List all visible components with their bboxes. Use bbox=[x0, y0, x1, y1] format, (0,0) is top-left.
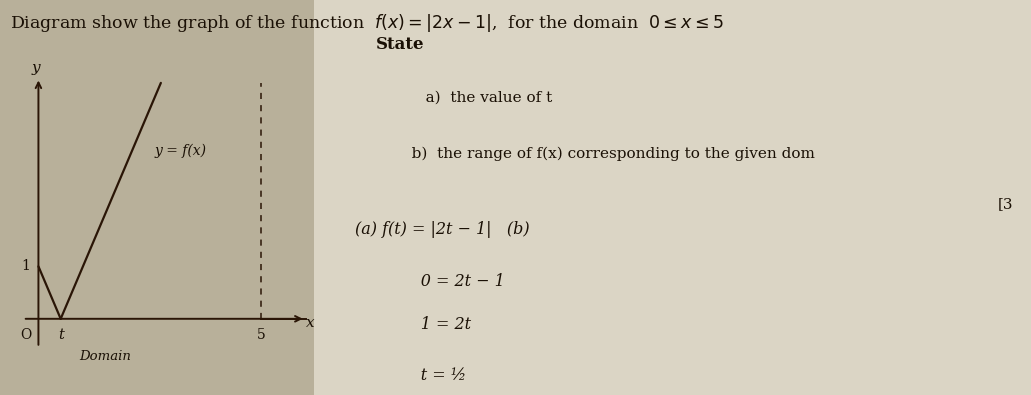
Text: 5: 5 bbox=[257, 327, 265, 342]
Text: (a) f(t) = |2t − 1|   (b): (a) f(t) = |2t − 1| (b) bbox=[355, 221, 529, 238]
Text: [3: [3 bbox=[998, 198, 1013, 211]
Text: Domain: Domain bbox=[79, 350, 131, 363]
Text: State: State bbox=[375, 36, 424, 53]
Text: y = f(x): y = f(x) bbox=[155, 144, 207, 158]
Text: 0 = 2t − 1: 0 = 2t − 1 bbox=[390, 273, 504, 290]
Text: 1: 1 bbox=[22, 260, 30, 273]
Text: t = ½: t = ½ bbox=[390, 367, 466, 384]
Text: Diagram show the graph of the function  $f(x)=|2x-1|$,  for the domain  $0\leq x: Diagram show the graph of the function $… bbox=[10, 12, 725, 34]
Text: a)  the value of t: a) the value of t bbox=[410, 91, 552, 105]
Text: 1 = 2t: 1 = 2t bbox=[390, 316, 471, 333]
Text: y: y bbox=[32, 61, 40, 75]
Text: O: O bbox=[21, 327, 32, 342]
Text: b)  the range of f(x) corresponding to the given dom: b) the range of f(x) corresponding to th… bbox=[397, 146, 814, 160]
Text: x: x bbox=[305, 316, 314, 330]
Text: t: t bbox=[58, 327, 64, 342]
